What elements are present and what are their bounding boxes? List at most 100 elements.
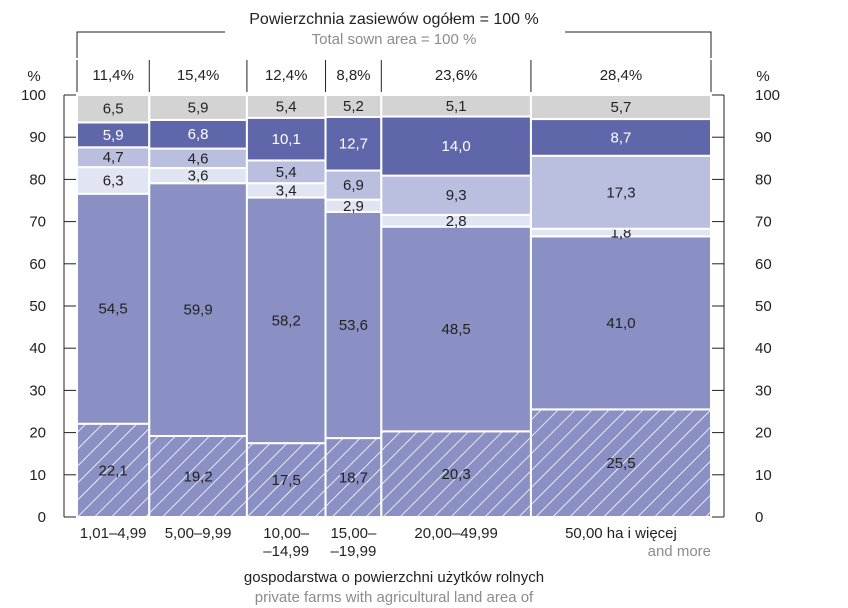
y-tick-label-left: 40 [29,340,46,357]
bar-segment [324,437,383,518]
data-label: 58,2 [272,312,301,329]
data-label: 59,9 [183,302,212,319]
x-tick-label-en: and more [648,543,711,560]
x-tick-label: 10,00– [263,525,310,542]
y-tick-label-right: 30 [755,382,772,399]
y-tick-label-right: 90 [755,129,772,146]
y-tick-label-left: 30 [29,382,46,399]
data-label: 54,5 [99,301,128,318]
data-label: 48,5 [442,321,471,338]
y-tick-label-right: 20 [755,425,772,442]
column-share-label: 8,8% [336,67,370,84]
data-label: 3,4 [276,182,297,199]
data-label: 5,4 [276,164,297,181]
bar-segment [148,182,248,437]
chart-title: Powierzchnia zasiewów ogółem = 100 % [249,11,538,28]
bar-segment [380,430,532,519]
x-axis-title-en: private farms with agricultural land are… [255,589,534,606]
data-label: 20,3 [442,466,471,483]
data-label: 17,3 [606,184,635,201]
y-tick-label-left: 100 [21,87,46,104]
column-share-label: 11,4% [92,67,133,84]
bar-segment [245,196,327,445]
data-label: 5,2 [343,98,364,115]
y-tick-label-right: 50 [755,298,772,315]
y-tick-label-right: 40 [755,340,772,357]
x-tick-label: 20,00–49,99 [414,525,497,542]
y-tick-label-right: 70 [755,214,772,231]
x-tick-label: 15,00– [330,525,377,542]
data-label: 4,7 [103,149,124,166]
y-axis-label-right: % [756,68,769,85]
data-label: 6,9 [343,177,364,194]
y-tick-label-left: 20 [29,425,46,442]
data-label: 9,3 [446,187,467,204]
data-label: 5,4 [276,98,297,115]
y-tick-label-left: 70 [29,214,46,231]
data-label: 6,3 [103,172,124,189]
bar-segment [529,154,712,230]
data-label: 2,8 [446,213,467,230]
y-tick-label-left: 80 [29,171,46,188]
y-tick-label-right: 10 [755,467,772,484]
y-tick-label-right: 60 [755,256,772,273]
x-tick-label-line2: –19,99 [330,543,376,560]
y-axis-left: 0 10 20 30 40 50 60 70 80 90 100 [21,87,76,526]
y-tick-label-right: 100 [755,87,780,104]
y-axis-label-left: % [27,68,40,85]
title-bracket [76,31,712,58]
data-label: 3,6 [188,168,209,185]
data-label: 6,8 [188,126,209,143]
data-label: 25,5 [606,455,635,472]
data-label: 12,7 [339,136,368,153]
bar-segment [245,442,327,518]
x-tick-label: 50,00 ha i więcej [565,525,677,542]
column-share-label: 15,4% [177,67,220,84]
bar-segment [529,94,712,121]
data-label: 5,9 [103,127,124,144]
y-tick-label-right: 80 [755,171,772,188]
chart-subtitle: Total sown area = 100 % [312,31,477,48]
data-label: 22,1 [99,462,128,479]
y-tick-label-left: 50 [29,298,46,315]
data-label: 5,7 [611,99,632,116]
bar-segment [529,118,712,157]
y-tick-label-left: 60 [29,256,46,273]
bars: 22,1 54,5 6,3 4,7 5,9 6,5 19,2 59,9 3,64,6 6,8 5,9… [76,94,712,519]
data-label: 8,7 [611,129,632,146]
bar-segment [76,422,151,519]
data-label: 6,5 [103,101,124,118]
data-label: 5,1 [446,98,467,115]
bar-segment [76,192,151,425]
x-axis-title: gospodarstwa o powierzchni użytków rolny… [244,569,544,586]
y-tick-label-right: 0 [755,509,763,526]
data-label: 17,5 [272,472,301,489]
bar-segment [324,169,383,201]
bar-segment [324,210,383,440]
x-tick-label: 1,01–4,99 [80,525,147,542]
x-axis-categories: 1,01–4,99 5,00–9,99 10,00––14,99 15,00––19,… [80,525,711,560]
column-share-label: 12,4% [265,67,308,84]
bar-segment [76,94,151,124]
data-label: 41,0 [606,315,635,332]
bar-segment [380,174,532,216]
y-tick-label-left: 90 [29,129,46,146]
x-tick-label-line2: –14,99 [263,543,309,560]
data-label: 2,9 [343,198,364,215]
bar-segment [148,434,248,519]
data-label: 10,1 [272,131,301,148]
y-axis-right: 0 10 20 30 40 50 60 70 80 90 100 [712,87,780,526]
bar-segment [245,116,327,162]
column-share-label: 28,4% [600,67,643,84]
y-tick-label-left: 0 [38,509,46,526]
bar-segment [529,235,712,411]
data-label: 4,6 [188,150,209,167]
x-tick-label: 5,00–9,99 [165,525,232,542]
y-tick-label-left: 10 [29,467,46,484]
data-label: 18,7 [339,470,368,487]
column-shares: 11,4% 15,4% 12,4% 8,8% 23,6% 28,4% [76,60,712,92]
data-label: 19,2 [183,468,212,485]
column-share-label: 23,6% [435,67,478,84]
data-label: 5,9 [188,99,209,116]
